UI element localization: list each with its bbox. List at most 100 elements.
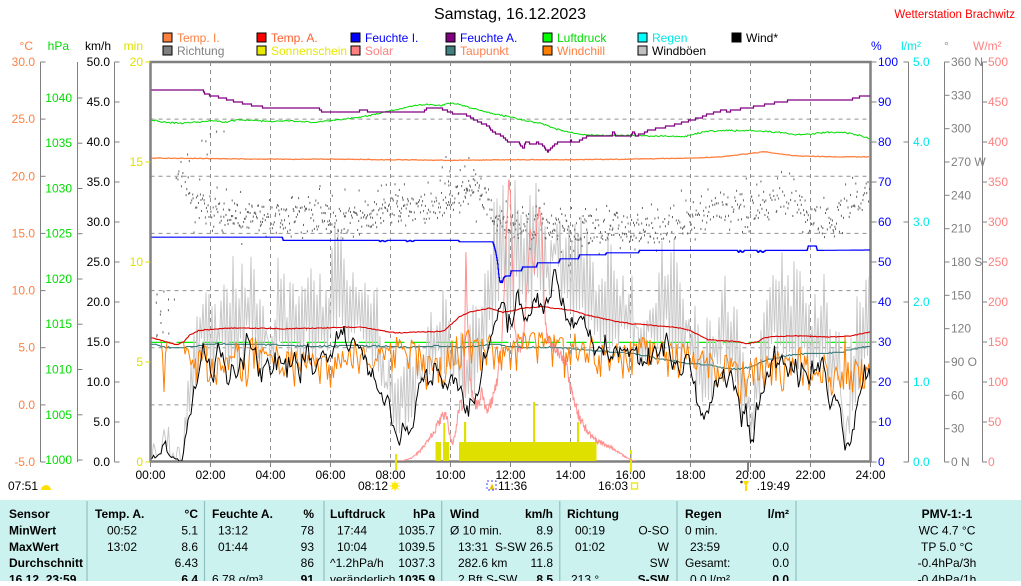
svg-text:02:00: 02:00 [195,468,225,482]
svg-text:22:00: 22:00 [795,468,825,482]
svg-text:Regen: Regen [652,31,687,45]
svg-text:Wind: Wind [450,507,479,521]
svg-text:16.12. 23:59: 16.12. 23:59 [9,573,77,582]
svg-text:90: 90 [878,95,892,109]
svg-text:300: 300 [951,122,971,136]
svg-text:0: 0 [878,455,885,469]
svg-text:10.0: 10.0 [12,284,36,298]
svg-text:08:00: 08:00 [375,468,405,482]
svg-text:5: 5 [136,355,143,369]
svg-text:24:00: 24:00 [855,468,885,482]
svg-text:6.78 g/m³: 6.78 g/m³ [212,573,263,582]
svg-text:100: 100 [878,55,898,69]
svg-text:00:52: 00:52 [107,524,137,538]
svg-text:25.0: 25.0 [87,255,111,269]
svg-text:50.0: 50.0 [87,55,111,69]
svg-text:Temp. A.: Temp. A. [95,507,144,521]
svg-text:Sonnenschein: Sonnenschein [271,44,347,58]
svg-text:0.0: 0.0 [772,556,789,570]
svg-text:1020: 1020 [45,272,72,286]
svg-text:18:00: 18:00 [675,468,705,482]
svg-text:5.0: 5.0 [913,55,930,69]
svg-text:16:03: 16:03 [598,479,628,493]
svg-text:-0.4hPa/1h: -0.4hPa/1h [918,573,977,582]
svg-text:1015: 1015 [45,317,72,331]
svg-text:07:51: 07:51 [8,479,38,493]
svg-text:Sensor: Sensor [9,507,50,521]
svg-text:1035.9: 1035.9 [398,573,435,582]
svg-text:Luftdruck: Luftdruck [330,507,386,521]
svg-text:Feuchte A.: Feuchte A. [460,31,517,45]
svg-text:Windchill: Windchill [557,44,605,58]
svg-text:91: 91 [301,573,315,582]
svg-text:15.0: 15.0 [12,226,36,240]
svg-text:180 S: 180 S [951,255,982,269]
svg-text:78: 78 [301,524,315,538]
svg-text:8.9: 8.9 [536,524,553,538]
svg-text:0.0: 0.0 [772,540,789,554]
svg-text:250: 250 [988,255,1008,269]
svg-text:°C: °C [185,507,199,521]
svg-text:100: 100 [988,375,1008,389]
svg-text:Richtung: Richtung [567,507,619,521]
svg-text:1005: 1005 [45,408,72,422]
svg-text:1025: 1025 [45,227,72,241]
svg-text:400: 400 [988,135,1008,149]
svg-text:4.0: 4.0 [913,135,930,149]
svg-text:20.0: 20.0 [12,169,36,183]
svg-text:Luftdruck: Luftdruck [557,31,607,45]
svg-text:veränderlich: veränderlich [330,573,395,582]
svg-text:2.0: 2.0 [913,295,930,309]
svg-text:08:12: 08:12 [358,479,388,493]
svg-text:282.6 km: 282.6 km [458,556,507,570]
svg-text:km/h: km/h [85,39,111,53]
svg-text:300: 300 [988,215,1008,229]
svg-text:PMV-1:-1: PMV-1:-1 [922,507,973,521]
svg-text:8.5: 8.5 [536,573,553,582]
svg-text:11.8: 11.8 [531,556,554,570]
svg-text:Ø 10 min.: Ø 10 min. [450,524,502,538]
svg-text:12:00: 12:00 [495,468,525,482]
svg-text:40: 40 [878,295,892,309]
svg-text:93: 93 [301,540,315,554]
svg-text:O-SO: O-SO [638,524,669,538]
svg-text:01:02: 01:02 [575,540,605,554]
svg-text:360 N: 360 N [951,55,983,69]
svg-text:8.6: 8.6 [181,540,198,554]
svg-text:120: 120 [951,322,971,336]
svg-text:150: 150 [951,288,971,302]
svg-text:1035: 1035 [45,136,72,150]
svg-text:30.0: 30.0 [87,215,111,229]
svg-text:1030: 1030 [45,182,72,196]
svg-text:350: 350 [988,175,1008,189]
svg-text:0: 0 [136,455,143,469]
svg-text:16:00: 16:00 [615,468,645,482]
svg-text:%: % [303,507,314,521]
svg-text:MaxWert: MaxWert [9,540,59,554]
svg-text:17:44: 17:44 [337,524,367,538]
svg-text:25.0: 25.0 [12,112,36,126]
svg-text:0 N: 0 N [951,455,970,469]
svg-text:0 min.: 0 min. [685,524,718,538]
svg-text:hPa: hPa [48,39,70,53]
svg-text:30: 30 [878,335,892,349]
svg-text:20.0: 20.0 [87,295,111,309]
svg-text:Wetterstation Brachwitz: Wetterstation Brachwitz [894,9,1015,21]
svg-text:Feuchte I.: Feuchte I. [365,31,418,45]
svg-text:5.1: 5.1 [181,524,198,538]
svg-text:10.0: 10.0 [87,375,111,389]
svg-text:60: 60 [878,215,892,229]
svg-text:6.4: 6.4 [181,573,198,582]
svg-text:00:00: 00:00 [135,468,165,482]
svg-text:°C: °C [20,39,34,53]
svg-text:1010: 1010 [45,363,72,377]
svg-text:06:00: 06:00 [315,468,345,482]
svg-text:.19:49: .19:49 [757,479,791,493]
svg-text:10:00: 10:00 [435,468,465,482]
svg-text:50: 50 [878,255,892,269]
svg-text:0.0: 0.0 [93,455,110,469]
svg-text:1040: 1040 [45,91,72,105]
svg-text:1.0: 1.0 [913,375,930,389]
svg-text:l/m²: l/m² [768,507,789,521]
svg-text:1035.7: 1035.7 [398,524,435,538]
